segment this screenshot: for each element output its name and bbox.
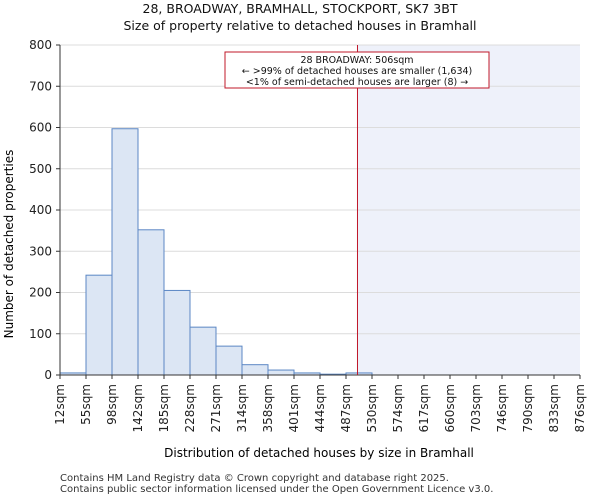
y-tick-label: 600 xyxy=(29,121,52,135)
x-tick-label: 530sqm xyxy=(365,384,379,432)
x-tick-label: 703sqm xyxy=(469,384,483,432)
x-tick-label: 185sqm xyxy=(157,384,171,432)
x-tick-label: 790sqm xyxy=(521,384,535,432)
x-tick-label: 574sqm xyxy=(391,384,405,432)
x-tick-label: 314sqm xyxy=(235,384,249,432)
histogram-bar xyxy=(111,128,139,376)
x-tick-label: 228sqm xyxy=(183,384,197,432)
annotation-line-2: ← >99% of detached houses are smaller (1… xyxy=(242,66,473,77)
footer-copyright: Contains HM Land Registry data © Crown c… xyxy=(60,473,449,484)
chart-title-address: 28, BROADWAY, BRAMHALL, STOCKPORT, SK7 3… xyxy=(142,1,458,16)
x-tick-label: 55sqm xyxy=(79,384,93,425)
chart-subtitle: Size of property relative to detached ho… xyxy=(123,18,477,33)
x-tick-label: 271sqm xyxy=(209,384,223,432)
annotation-line-1: 28 BROADWAY: 506sqm xyxy=(300,55,413,66)
y-tick-label: 300 xyxy=(29,244,52,258)
y-tick-label: 0 xyxy=(44,368,52,382)
histogram-chart: 0 100 200 300 400 500 600 700 800 12sqm 55sqm 98sqm… xyxy=(2,38,587,460)
y-tick-label: 700 xyxy=(29,79,52,93)
y-tick-label: 400 xyxy=(29,203,52,217)
x-tick-label: 746sqm xyxy=(495,384,509,432)
x-tick-label: 876sqm xyxy=(573,384,587,432)
x-tick-label: 12sqm xyxy=(53,384,67,425)
x-tick-label: 660sqm xyxy=(443,384,457,432)
y-tick-label: 800 xyxy=(29,38,52,52)
histogram-bar xyxy=(163,289,191,376)
histogram-bar xyxy=(241,364,269,376)
x-tick-label: 142sqm xyxy=(131,384,145,432)
x-tick-label: 833sqm xyxy=(547,384,561,432)
y-tick-label: 500 xyxy=(29,162,52,176)
annotation-box xyxy=(224,51,490,89)
y-tick-label: 200 xyxy=(29,286,52,300)
x-tick-label: 444sqm xyxy=(313,384,327,432)
y-axis-label: Number of detached properties xyxy=(2,150,16,339)
histogram-bar xyxy=(267,369,295,376)
histogram-bar xyxy=(215,345,243,376)
histogram-bar xyxy=(137,229,165,376)
histogram-bar xyxy=(85,274,113,376)
x-tick-label: 358sqm xyxy=(261,384,275,432)
x-tick-label: 98sqm xyxy=(105,384,119,425)
annotation-line-3: <1% of semi-detached houses are larger (… xyxy=(246,77,468,88)
histogram-bar xyxy=(189,326,217,376)
y-tick-label: 100 xyxy=(29,327,52,341)
x-tick-label: 487sqm xyxy=(339,384,353,432)
x-tick-label: 617sqm xyxy=(417,384,431,432)
footer-licence: Contains public sector information licen… xyxy=(60,484,494,495)
x-tick-label: 401sqm xyxy=(287,384,301,432)
x-axis-label: Distribution of detached houses by size … xyxy=(164,446,474,460)
